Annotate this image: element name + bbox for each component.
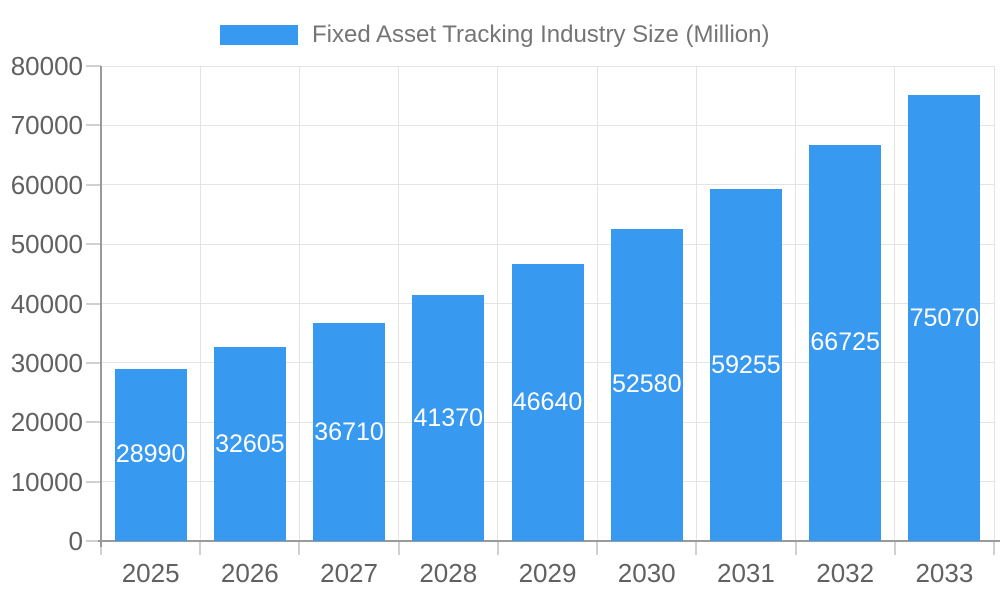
x-axis-tick bbox=[695, 541, 698, 555]
bar: 52580 bbox=[610, 228, 683, 541]
legend-marker-swatch[interactable] bbox=[220, 25, 298, 45]
x-axis-tick bbox=[100, 541, 102, 555]
bar-value-label: 46640 bbox=[512, 388, 583, 417]
y-gridline bbox=[101, 184, 994, 186]
chart-legend[interactable]: Fixed Asset Tracking Industry Size (Mill… bbox=[220, 22, 770, 48]
bar-value-label: 36710 bbox=[314, 417, 384, 446]
bar: 46640 bbox=[511, 264, 584, 541]
y-tick-label: 50000 bbox=[10, 229, 83, 260]
legend-label[interactable]: Fixed Asset Tracking Industry Size (Mill… bbox=[312, 21, 770, 48]
x-gridline bbox=[695, 66, 697, 541]
x-axis-tick bbox=[397, 541, 400, 555]
bar-value-label: 32605 bbox=[215, 429, 285, 458]
x-tick-label: 2026 bbox=[220, 558, 279, 588]
y-tick-label: 10000 bbox=[10, 466, 83, 497]
bar: 66725 bbox=[809, 144, 882, 541]
y-axis-line bbox=[100, 66, 102, 547]
bar-value-label: 59255 bbox=[711, 350, 781, 379]
y-axis-tick bbox=[86, 361, 101, 364]
y-tick-label: 20000 bbox=[10, 407, 83, 438]
y-tick-label: 60000 bbox=[10, 169, 83, 200]
y-tick-label: 30000 bbox=[10, 347, 83, 378]
x-tick-label: 2029 bbox=[518, 558, 577, 588]
x-gridline bbox=[894, 66, 896, 541]
x-axis-tick bbox=[596, 541, 599, 555]
bar-value-label: 66725 bbox=[810, 328, 880, 357]
y-gridline bbox=[101, 124, 994, 126]
x-gridline bbox=[795, 66, 797, 541]
y-axis-tick bbox=[86, 183, 101, 186]
x-tick-label: 2031 bbox=[717, 558, 775, 588]
y-tick-label: 80000 bbox=[10, 51, 83, 81]
bar: 36710 bbox=[313, 323, 386, 541]
bar-value-label: 41370 bbox=[413, 403, 484, 432]
bar: 28990 bbox=[114, 368, 187, 541]
x-tick-label: 2032 bbox=[816, 558, 875, 588]
x-axis-line bbox=[98, 540, 1000, 542]
y-gridline bbox=[101, 65, 994, 67]
bar-value-label: 28990 bbox=[115, 440, 186, 469]
x-axis-tick bbox=[993, 541, 995, 555]
x-gridline bbox=[497, 66, 499, 541]
y-axis-tick bbox=[86, 243, 101, 246]
x-axis-tick bbox=[298, 541, 301, 555]
y-tick-label: 0 bbox=[68, 526, 83, 556]
x-axis-tick bbox=[496, 541, 499, 555]
y-axis-tick bbox=[86, 480, 101, 483]
x-axis-tick bbox=[199, 541, 202, 555]
y-tick-label: 70000 bbox=[10, 110, 83, 141]
y-gridline bbox=[101, 243, 994, 245]
x-gridline bbox=[993, 66, 995, 541]
x-tick-label: 2030 bbox=[617, 558, 676, 588]
bar-value-label: 75070 bbox=[909, 303, 980, 332]
bar-value-label: 52580 bbox=[611, 370, 682, 399]
bar: 32605 bbox=[213, 347, 286, 541]
y-tick-label: 40000 bbox=[10, 288, 83, 319]
x-tick-label: 2027 bbox=[320, 558, 378, 588]
y-axis-tick bbox=[86, 65, 101, 67]
x-gridline bbox=[199, 66, 201, 541]
bar: 75070 bbox=[908, 95, 981, 541]
bar: 59255 bbox=[709, 189, 782, 541]
bar: 41370 bbox=[412, 295, 485, 541]
x-axis-tick bbox=[893, 541, 896, 555]
y-axis-tick bbox=[86, 124, 101, 127]
x-gridline bbox=[398, 66, 400, 541]
x-tick-label: 2033 bbox=[915, 558, 974, 588]
x-gridline bbox=[298, 66, 300, 541]
y-axis-tick bbox=[86, 302, 101, 305]
x-axis-tick bbox=[794, 541, 797, 555]
y-axis-tick bbox=[86, 540, 101, 542]
x-tick-label: 2028 bbox=[419, 558, 478, 588]
x-gridline bbox=[596, 66, 598, 541]
y-axis-tick bbox=[86, 421, 101, 424]
x-tick-label: 2025 bbox=[121, 558, 180, 588]
